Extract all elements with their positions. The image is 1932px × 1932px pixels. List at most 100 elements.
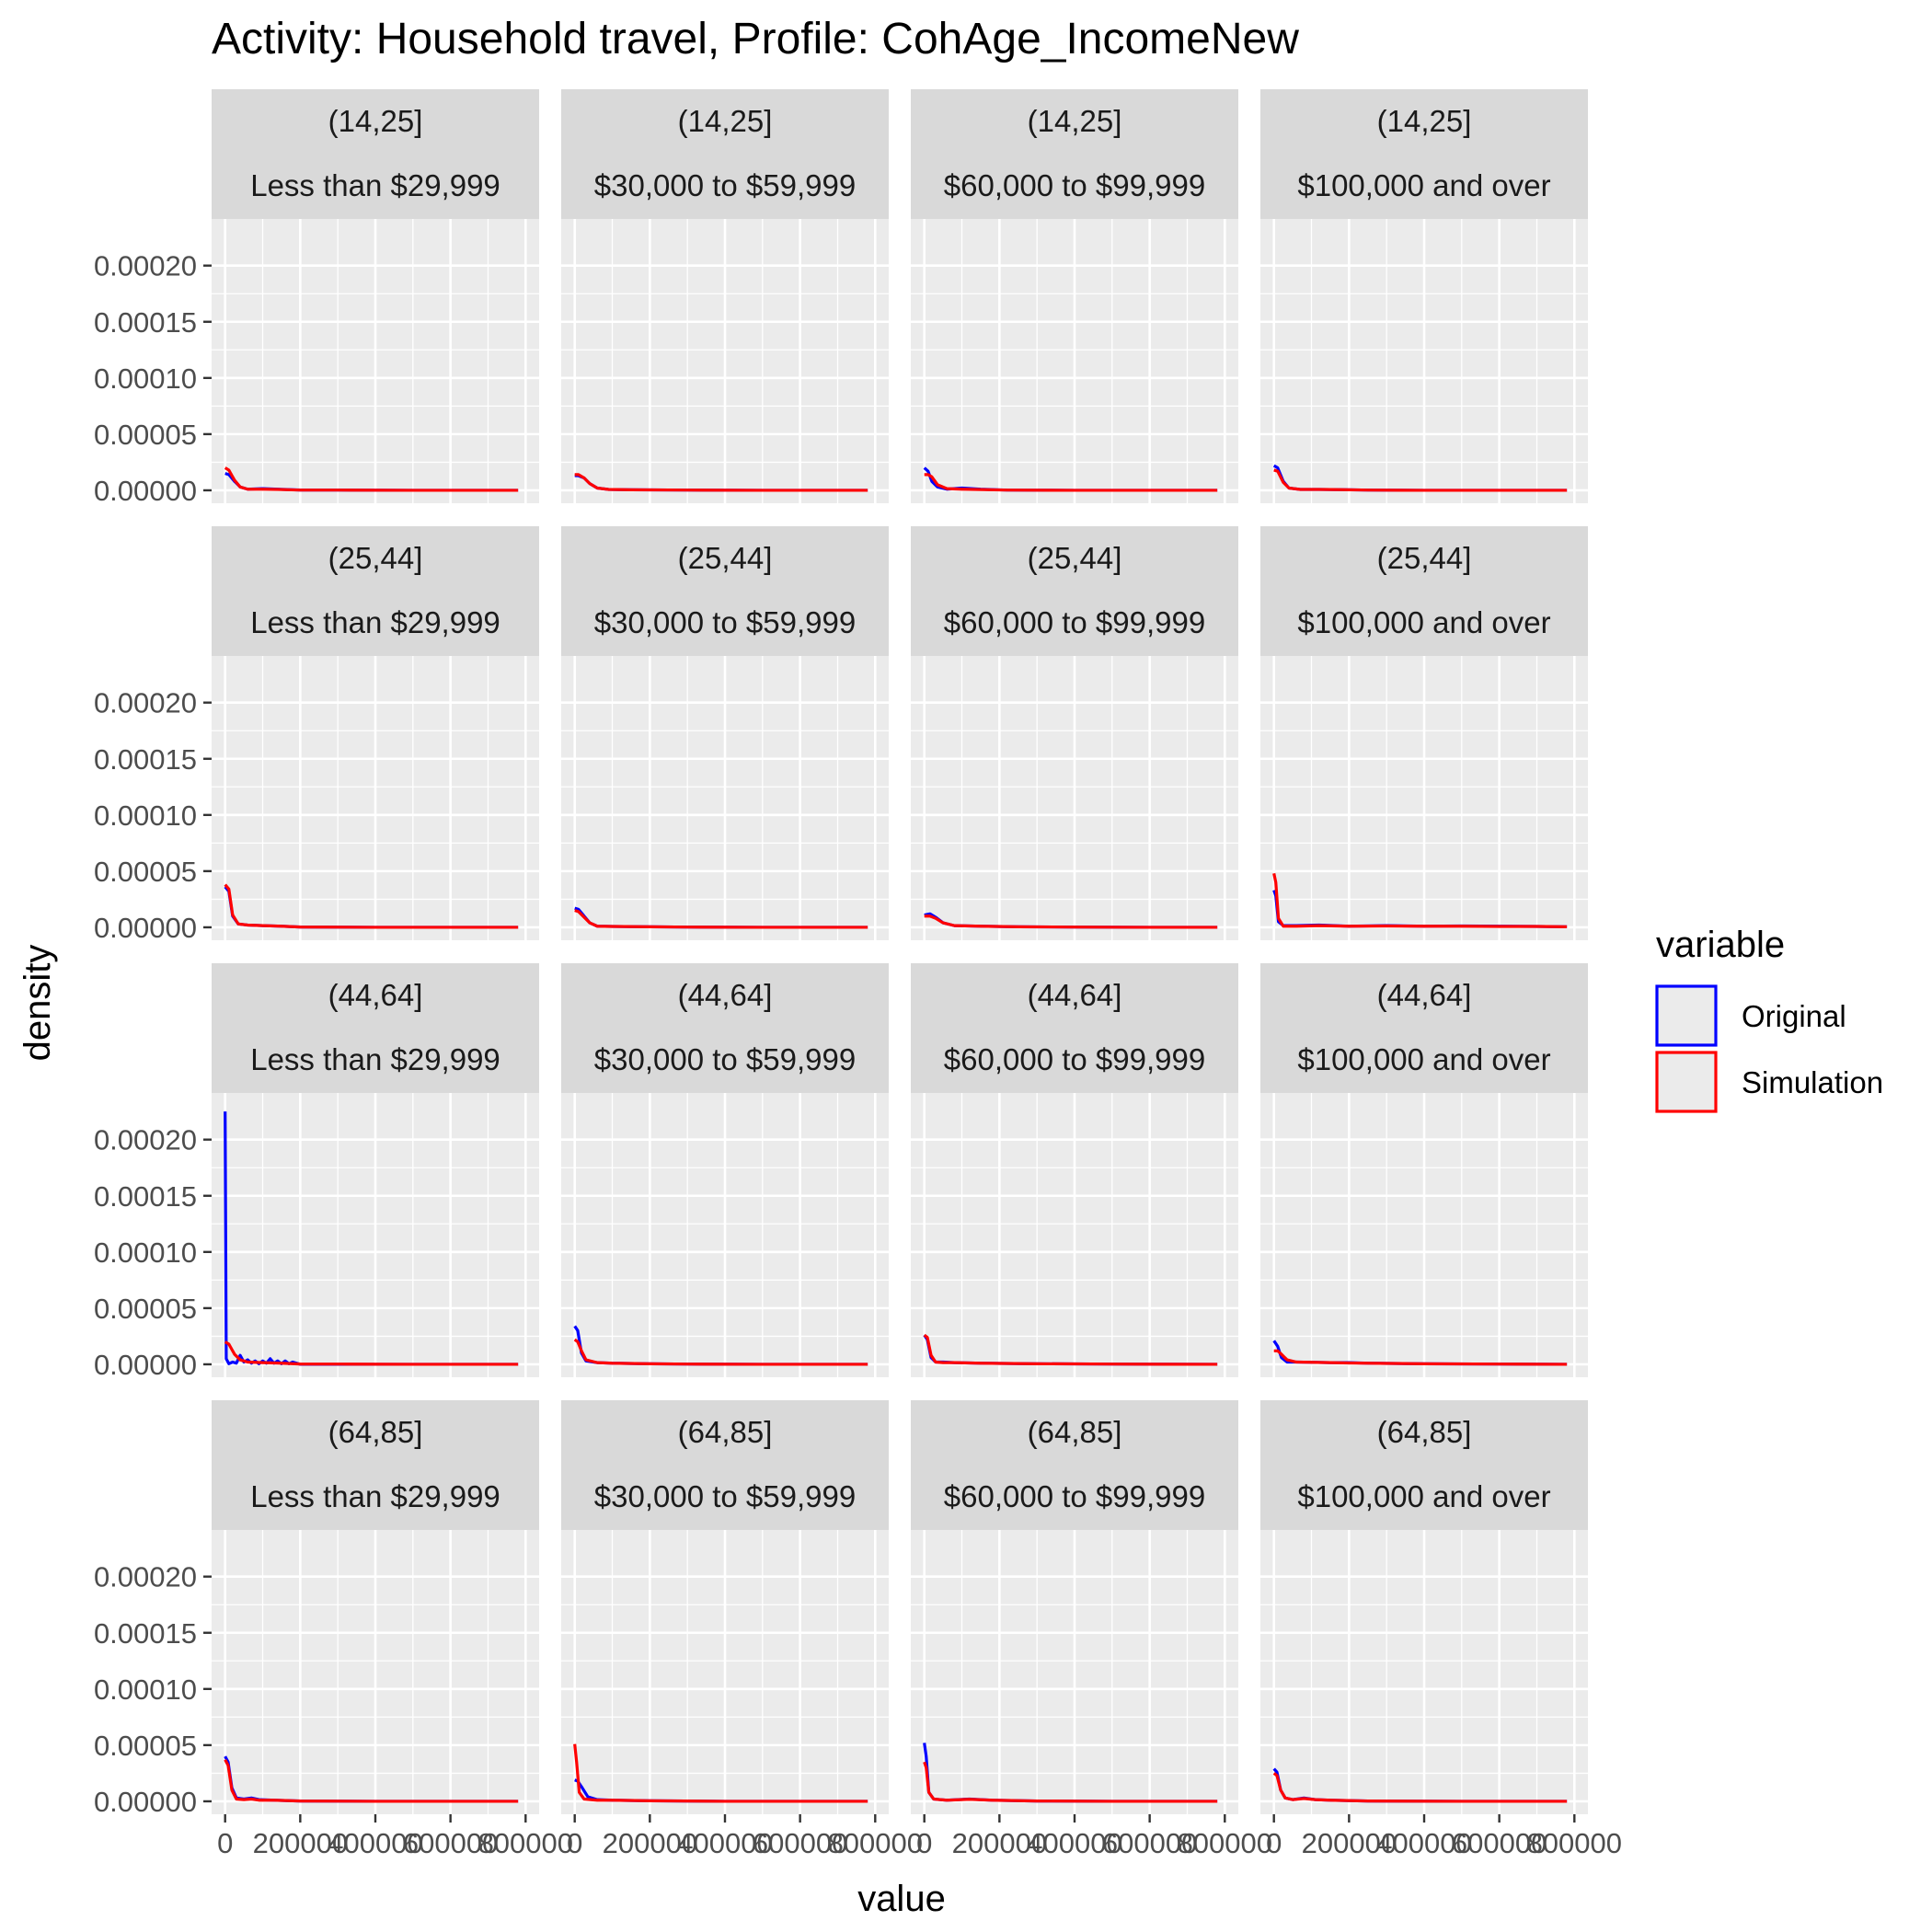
y-tick-label: 0.00010	[94, 362, 197, 395]
facet-panel: (25,44] Less than $29,999 0.00000 0.00005 0.…	[94, 526, 539, 944]
series-line-simulation	[1272, 1772, 1568, 1803]
facet-strip-age-label: (64,85]	[1028, 1415, 1122, 1449]
y-tick-label: 0.00000	[94, 475, 197, 507]
facet-strip-age-label: (44,64]	[1028, 978, 1122, 1012]
facet-panel: (44,64] $100,000 and over	[1260, 963, 1588, 1377]
facet-strip-income-label: $100,000 and over	[1297, 1042, 1550, 1076]
series-line-simulation	[573, 1338, 868, 1366]
y-tick-label: 0.00010	[94, 1673, 197, 1706]
series-line-simulation	[574, 473, 868, 492]
facet-strip	[212, 89, 539, 219]
legend-keys: Original Simulation	[1655, 984, 1883, 1113]
facet-strip-income-label: $60,000 to $99,999	[944, 605, 1205, 639]
facet-strip	[561, 963, 889, 1093]
legend-item: Simulation	[1655, 1051, 1883, 1113]
facet-strip	[911, 89, 1238, 219]
facet-strip-age-label: (14,25]	[1377, 104, 1472, 138]
series-line-simulation	[1273, 1349, 1568, 1366]
series-line-simulation	[924, 473, 1218, 492]
facet-strip	[212, 1400, 539, 1530]
y-tick-label: 0.00020	[94, 250, 197, 282]
y-tick-label: 0.00015	[94, 1180, 197, 1213]
facet-panel: (14,25] $60,000 to $99,999	[911, 89, 1238, 503]
series-line-simulation	[1272, 873, 1568, 928]
x-tick-label: 400000	[328, 1827, 422, 1859]
x-tick-label: 400000	[677, 1827, 772, 1859]
x-tick-label: 0	[567, 1827, 582, 1859]
facet-strip-age-label: (25,44]	[328, 541, 423, 575]
facet-strip-age-label: (25,44]	[1028, 541, 1122, 575]
x-axis-title: value	[857, 1879, 946, 1919]
facet-strip	[212, 526, 539, 656]
facet-strip-income-label: Less than $29,999	[250, 1042, 500, 1076]
facet-strip	[911, 526, 1238, 656]
facet-panel: (25,44] $30,000 to $59,999	[561, 526, 889, 940]
y-tick-label: 0.00020	[94, 1124, 197, 1156]
facet-strip	[1260, 963, 1588, 1093]
series-line-simulation	[1273, 468, 1568, 492]
facet-strip-income-label: $100,000 and over	[1297, 168, 1550, 202]
legend-key-label: Simulation	[1742, 1065, 1883, 1099]
y-tick-label: 0.00010	[94, 1236, 197, 1269]
facet-panel: (64,85] $60,000 to $99,999 0 20000040000060…	[911, 1400, 1272, 1859]
facet-strip-income-label: $30,000 to $59,999	[594, 1042, 856, 1076]
facet-strip-age-label: (44,64]	[1377, 978, 1472, 1012]
x-tick-label: 0	[916, 1827, 932, 1859]
y-tick-label: 0.00020	[94, 1561, 197, 1593]
y-tick-label: 0.00015	[94, 743, 197, 776]
facet-strip	[1260, 1400, 1588, 1530]
x-tick-label: 800000	[1178, 1827, 1272, 1859]
y-tick-label: 0.00000	[94, 912, 197, 944]
y-tick-label: 0.00005	[94, 856, 197, 888]
facet-panel: (25,44] $60,000 to $99,999	[911, 526, 1238, 940]
facet-strip-income-label: $60,000 to $99,999	[944, 168, 1205, 202]
x-tick-label: 600000	[1102, 1827, 1197, 1859]
chart-title: Activity: Household travel, Profile: Coh…	[212, 15, 1299, 63]
facet-strip	[1260, 89, 1588, 219]
facet-strip	[561, 89, 889, 219]
facet-strip-age-label: (14,25]	[1028, 104, 1122, 138]
x-tick-label: 200000	[253, 1827, 348, 1859]
facet-strip	[1260, 526, 1588, 656]
facet-strip-income-label: $30,000 to $59,999	[594, 605, 856, 639]
facet-strip-income-label: Less than $29,999	[250, 605, 500, 639]
legend: variable Original Simulation	[1655, 925, 1883, 1113]
facet-strip	[212, 963, 539, 1093]
y-tick-label: 0.00000	[94, 1786, 197, 1818]
facet-strip-income-label: Less than $29,999	[250, 168, 500, 202]
facet-strip-age-label: (44,64]	[328, 978, 423, 1012]
y-axis-title: density	[17, 945, 58, 1062]
facet-strip-age-label: (64,85]	[678, 1415, 773, 1449]
x-tick-label: 200000	[1302, 1827, 1397, 1859]
y-tick-label: 0.00010	[94, 799, 197, 832]
facet-strip-income-label: $60,000 to $99,999	[944, 1479, 1205, 1513]
facet-strip	[911, 963, 1238, 1093]
x-tick-label: 400000	[1376, 1827, 1471, 1859]
legend-key-swatch	[1655, 1051, 1718, 1113]
facet-panel: (44,64] $30,000 to $59,999	[561, 963, 889, 1377]
facet-strip-age-label: (14,25]	[678, 104, 773, 138]
series-line-simulation	[923, 1333, 1218, 1366]
facet-strip	[911, 1400, 1238, 1530]
facet-strip-income-label: Less than $29,999	[250, 1479, 500, 1513]
facet-panel: (14,25] $100,000 and over	[1260, 89, 1588, 503]
facet-strip-age-label: (25,44]	[678, 541, 773, 575]
facet-strip-income-label: $30,000 to $59,999	[594, 1479, 856, 1513]
x-tick-label: 600000	[403, 1827, 498, 1859]
x-tick-label: 0	[217, 1827, 233, 1859]
x-tick-label: 400000	[1027, 1827, 1121, 1859]
facet-panel: (44,64] Less than $29,999 0.00000 0.00005 0.…	[94, 963, 539, 1381]
x-tick-label: 600000	[753, 1827, 847, 1859]
y-tick-label: 0.00005	[94, 1293, 197, 1325]
facet-strip-income-label: $60,000 to $99,999	[944, 1042, 1205, 1076]
facet-panel: (44,64] $60,000 to $99,999	[911, 963, 1238, 1377]
x-tick-label: 800000	[478, 1827, 573, 1859]
facet-strip	[561, 526, 889, 656]
facet-strip-age-label: (64,85]	[328, 1415, 423, 1449]
y-tick-label: 0.00015	[94, 1617, 197, 1650]
series-line-simulation	[224, 1340, 519, 1366]
legend-item: Original	[1655, 984, 1846, 1047]
facet-strip-age-label: (44,64]	[678, 978, 773, 1012]
series-line-simulation	[574, 909, 868, 929]
